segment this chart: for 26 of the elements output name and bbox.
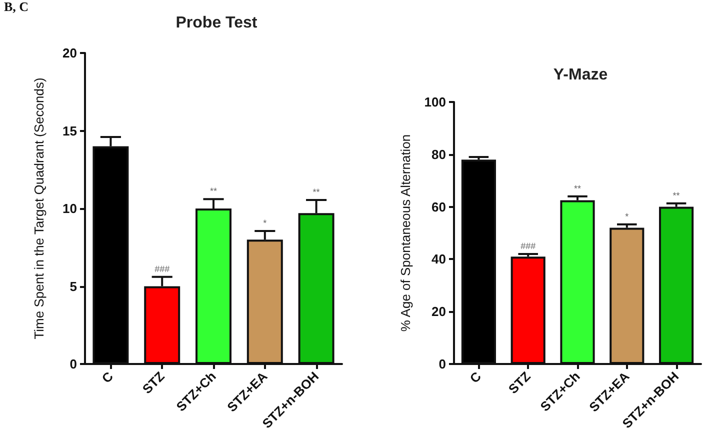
y-tick-label: 10 — [62, 201, 77, 216]
data-label: ** — [672, 190, 680, 200]
data-label: ** — [574, 183, 582, 194]
chart-title: Y-Maze — [553, 66, 608, 84]
y-axis-title: Time Spent in the Target Quadrant (Seconds) — [32, 78, 46, 340]
data-label: ** — [210, 186, 218, 196]
data-label: ### — [520, 240, 536, 251]
x-tick-label: C — [98, 368, 116, 386]
data-label: * — [263, 218, 268, 228]
y-tick-label: 20 — [432, 304, 446, 320]
chart-title: Probe Test — [176, 14, 258, 32]
y-tick-label: 40 — [432, 252, 446, 267]
y-tick-label: 60 — [432, 199, 446, 214]
y-tick-label: 15 — [62, 123, 77, 138]
text: B, C — [4, 0, 29, 14]
y-axis-title: % Age of Spontaneous Alternation — [398, 134, 413, 332]
y-tick-label: 80 — [432, 146, 446, 162]
data-label: * — [625, 211, 630, 222]
y-tick-label: 0 — [438, 356, 446, 372]
y-tick-label: 100 — [424, 94, 446, 110]
data-label: ### — [154, 264, 170, 274]
y-tick-label: 0 — [70, 356, 77, 372]
y-tick-label: 5 — [70, 278, 77, 294]
x-tick-label: C — [466, 368, 484, 386]
y-tick-label: 20 — [62, 46, 77, 60]
data-label: ** — [312, 186, 320, 197]
